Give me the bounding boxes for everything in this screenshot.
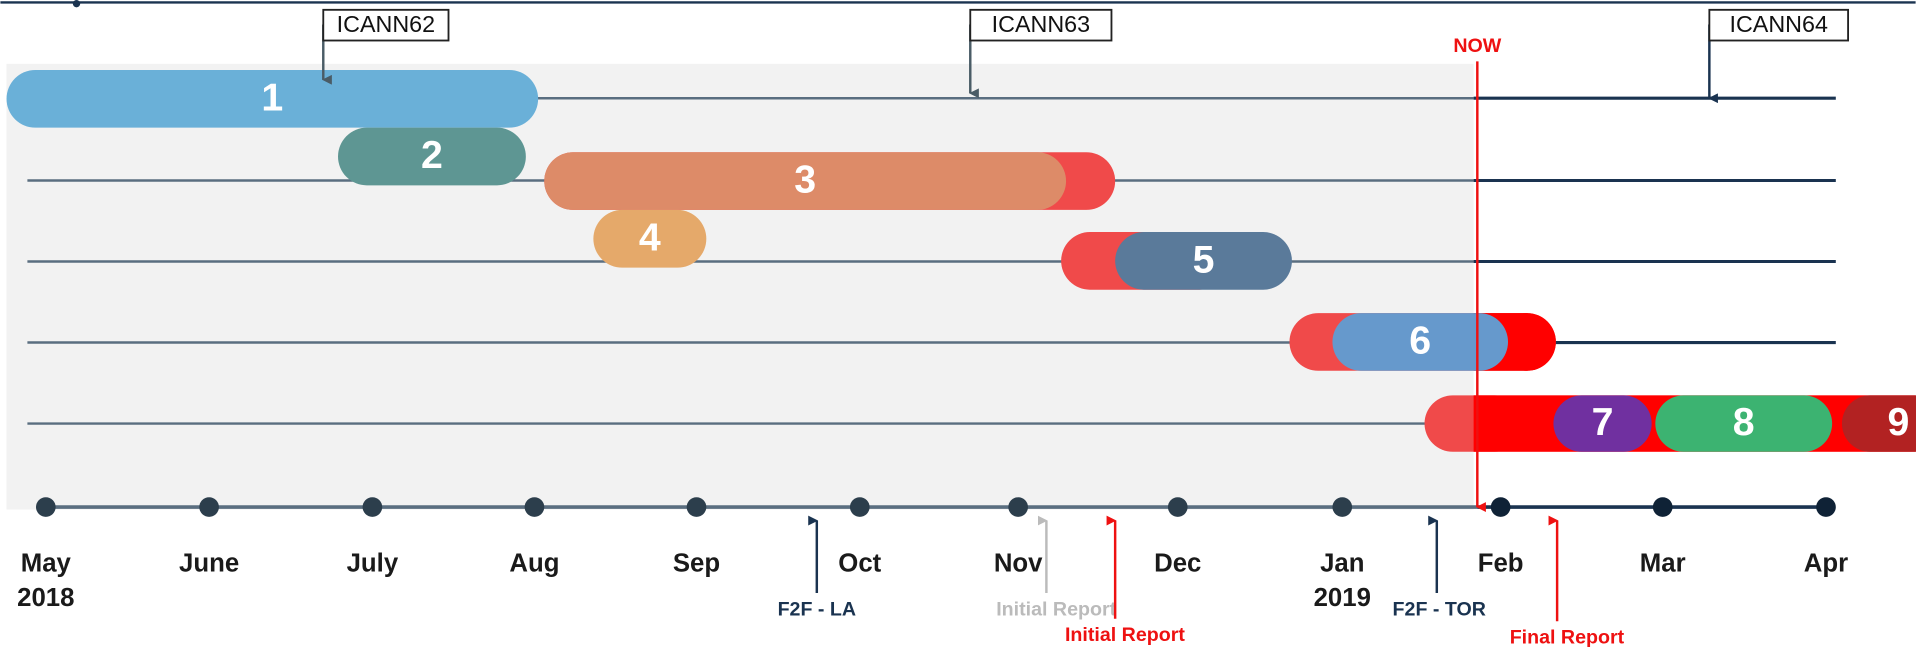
task-label: 6	[1409, 319, 1431, 363]
top-dot	[72, 0, 81, 8]
task-bar	[1655, 395, 1833, 452]
month-dot	[1652, 497, 1673, 517]
month-label: Nov	[994, 550, 1043, 578]
task-bar	[1115, 232, 1292, 290]
month-dot	[35, 497, 56, 517]
month-dot	[686, 497, 707, 517]
month-dot	[362, 497, 383, 517]
annotation-label: F2F - TOR	[1393, 598, 1486, 620]
task-bar	[1332, 313, 1509, 371]
task-label: 1	[261, 75, 283, 119]
month-label: Dec	[1154, 550, 1201, 578]
delay	[1498, 313, 1556, 371]
task-bar	[593, 209, 707, 268]
annotation-label: Initial Report	[1065, 624, 1185, 646]
month-label: July	[347, 550, 399, 578]
year-label: 2018	[17, 584, 74, 612]
year-label: 2019	[1314, 584, 1371, 612]
month-dot	[1332, 497, 1353, 517]
task-label: 4	[639, 215, 661, 259]
task-bar	[1841, 395, 1916, 452]
meeting-label: ICANN62	[337, 11, 435, 37]
annotation-label: Final Report	[1510, 627, 1625, 647]
month-label: Mar	[1640, 550, 1686, 578]
month-label: Apr	[1804, 550, 1848, 578]
month-label: June	[179, 550, 239, 578]
month-label: Feb	[1478, 550, 1524, 578]
task-bar	[6, 69, 539, 128]
task-bar	[544, 152, 1067, 210]
month-dot	[199, 497, 219, 517]
task-label: 5	[1193, 237, 1215, 281]
now-label: NOW	[1453, 35, 1501, 57]
task-bar	[1553, 395, 1652, 452]
month-label: May	[21, 550, 72, 578]
meeting-box	[969, 8, 1113, 42]
annotation-label: Initial Report	[996, 598, 1116, 620]
month-label: Oct	[838, 550, 881, 578]
month-dot	[1490, 497, 1511, 517]
month-label: Aug	[509, 550, 559, 578]
meeting-label: ICANN64	[1729, 11, 1827, 37]
month-dot	[524, 497, 545, 517]
task-label: 8	[1733, 400, 1755, 444]
task-label: 3	[794, 158, 816, 202]
month-dot	[1816, 497, 1836, 517]
month-dot	[1167, 497, 1188, 517]
month-dot	[849, 497, 870, 517]
meeting-box	[322, 8, 450, 42]
meeting-box	[1708, 8, 1850, 42]
month-label: Sep	[673, 550, 720, 578]
task-label: 2	[421, 133, 443, 177]
task-bar	[338, 127, 526, 186]
meeting-label: ICANN63	[992, 11, 1090, 37]
annotation-label: F2F - LA	[778, 598, 857, 620]
month-dot	[1008, 497, 1028, 517]
task-label: 9	[1887, 400, 1909, 444]
month-label: Jan	[1320, 550, 1364, 578]
task-label: 7	[1592, 400, 1614, 444]
